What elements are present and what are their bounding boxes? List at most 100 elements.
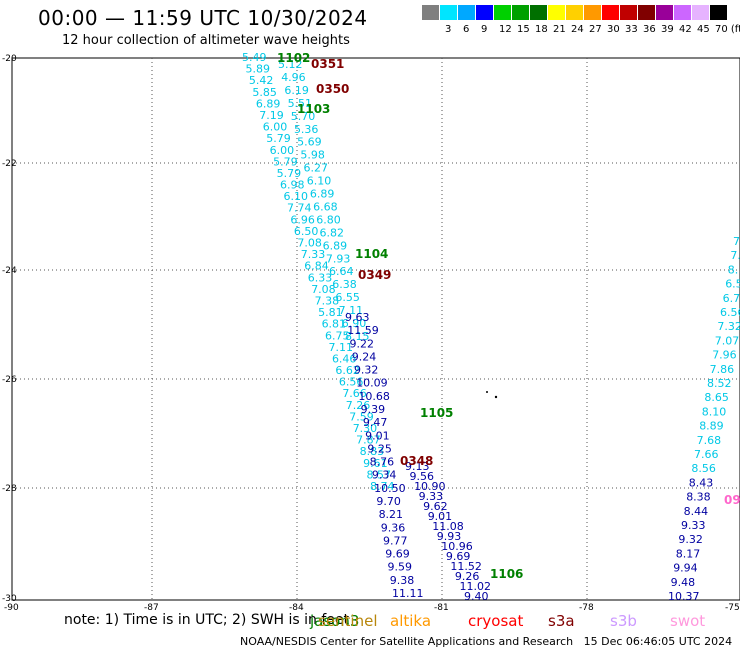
swh-value: 9.59 xyxy=(388,561,413,574)
swh-value: 8.10 xyxy=(702,405,727,418)
swh-value: 7.26 xyxy=(346,399,371,412)
swh-value: 7.93 xyxy=(326,252,351,265)
swh-value: 6.82 xyxy=(319,226,344,239)
swh-value: 11.59 xyxy=(347,324,379,337)
swh-value: 8.56 xyxy=(691,462,716,475)
swh-value: 9.33 xyxy=(419,490,444,503)
legend-label: 24 xyxy=(571,24,584,35)
swh-value: 9.24 xyxy=(352,350,377,363)
legend-label: 33 xyxy=(625,24,638,35)
swh-value: 8.74 xyxy=(370,480,395,493)
legend-label: 6 xyxy=(463,24,470,35)
legend-label: 42 xyxy=(679,24,692,35)
legend-swatch xyxy=(620,5,637,20)
swh-value: 10.96 xyxy=(441,540,473,553)
mission-label: jason3 xyxy=(310,612,360,630)
legend-label: 70 (ft) xyxy=(715,24,740,35)
swh-value: 6.50 xyxy=(294,225,319,238)
swh-value: 7.11 xyxy=(328,341,353,354)
swh-value: 5.49 xyxy=(242,51,267,64)
swh-value: 6.10 xyxy=(307,175,332,188)
swh-value: 9.38 xyxy=(390,574,415,587)
lon-tick-label: -75 xyxy=(725,603,740,613)
legend-label: 12 xyxy=(499,24,512,35)
swh-value: 7.07 xyxy=(715,334,740,347)
swh-value: 8.43 xyxy=(689,476,714,489)
swh-value: 9.94 xyxy=(673,562,698,575)
swh-value: 6.90 xyxy=(342,317,367,330)
pass-label: 0351 xyxy=(311,57,344,71)
swh-value: 5.81 xyxy=(318,306,343,319)
swh-value: 6.89 xyxy=(310,188,335,201)
legend-swatch xyxy=(440,5,457,20)
legend-label: 39 xyxy=(661,24,674,35)
axis-tick-labels: -20 -22 -24 -26 -28 -30-90 -87 -84 -81 -78 -75 xyxy=(2,54,740,613)
swh-value: 6.00 xyxy=(263,121,288,134)
swh-value: 11.11 xyxy=(392,587,424,600)
swh-value: 9.77 xyxy=(383,534,408,547)
swh-value: 6.84 xyxy=(304,260,329,273)
swh-value: 5.85 xyxy=(252,86,276,99)
swh-value: 8.57 xyxy=(367,468,392,481)
pass-label: 1104 xyxy=(355,247,388,261)
swh-value: 8.65 xyxy=(704,391,729,404)
swh-value: 5.36 xyxy=(294,123,319,136)
swh-value: 9.33 xyxy=(681,519,706,532)
swh-value: 7. xyxy=(730,249,740,262)
swh-value: 6.96 xyxy=(290,213,315,226)
swh-value: 11.02 xyxy=(459,580,491,593)
legend-swatch xyxy=(512,5,529,20)
mission-label: cryosat xyxy=(468,612,524,630)
swh-value: 6.27 xyxy=(304,162,329,175)
swh-value: 6.81 xyxy=(322,318,347,331)
swh-value: 7.11 xyxy=(339,304,364,317)
swh-value: 9.34 xyxy=(372,469,397,482)
swh-value: 9.62 xyxy=(423,500,448,513)
swh-value: 9.69 xyxy=(446,550,471,563)
legend-label: 3 xyxy=(445,24,452,35)
legend-swatch xyxy=(530,5,547,20)
swh-value: 6.56 xyxy=(720,306,740,319)
legend-label: 15 xyxy=(517,24,530,35)
map-subtitle: 12 hour collection of altimeter wave hei… xyxy=(62,33,350,48)
swh-value: 11.08 xyxy=(432,520,464,533)
swh-value: 5.79 xyxy=(266,132,291,145)
swh-value: 6.56 xyxy=(339,376,364,389)
swh-value: 9.47 xyxy=(363,416,388,429)
swh-value: 6.46 xyxy=(332,352,357,365)
swh-value: 7.33 xyxy=(301,248,326,261)
swh-value: 7.30 xyxy=(353,422,378,435)
swh-value: 10.90 xyxy=(414,480,446,493)
legend-label: 36 xyxy=(643,24,656,35)
legend-label: 21 xyxy=(553,24,566,35)
swh-value: 9.26 xyxy=(455,570,480,583)
swh-value: 6.19 xyxy=(284,84,309,97)
swh-value: 8.38 xyxy=(686,491,711,504)
track-values: 5.495.895.425.856.897.196.005.796.005.79… xyxy=(242,51,740,603)
swh-value: 11.52 xyxy=(450,560,482,573)
legend-swatch xyxy=(710,5,727,20)
swh-value: 9.25 xyxy=(367,442,392,455)
swh-value: 8.44 xyxy=(684,505,709,518)
pass-label: 0350 xyxy=(316,82,349,96)
legend-swatch xyxy=(458,5,475,20)
swh-value: 5.79 xyxy=(277,167,302,180)
swh-value: 6.89 xyxy=(256,97,280,110)
swh-value: 8.17 xyxy=(676,547,701,560)
swh-value: 5.69 xyxy=(297,136,322,149)
legend-label: 18 xyxy=(535,24,548,35)
swh-value: 7.96 xyxy=(712,349,737,362)
swh-value: 9.93 xyxy=(437,530,462,543)
swh-value: 9.63 xyxy=(345,311,370,324)
swh-value: 7.87 xyxy=(356,434,381,447)
swh-value: 7.86 xyxy=(710,363,735,376)
swh-value: 6.98 xyxy=(280,179,305,192)
mission-label: s3b xyxy=(610,612,637,630)
swh-value: 9.32 xyxy=(354,364,379,377)
map-title: 00:00 — 11:59 UTC 10/30/2024 xyxy=(38,6,368,30)
swh-value: 9.39 xyxy=(361,403,386,416)
legend-swatch xyxy=(692,5,709,20)
legend-label: 45 xyxy=(697,24,710,35)
swh-value: 7.08 xyxy=(297,237,322,250)
